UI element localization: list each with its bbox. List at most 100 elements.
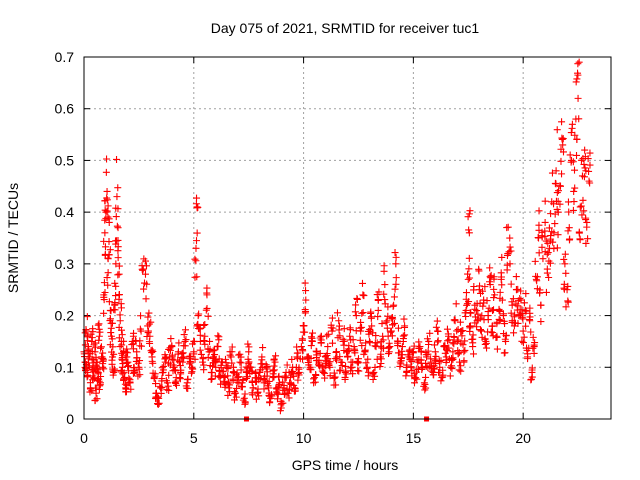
data-point bbox=[391, 285, 399, 293]
data-point bbox=[115, 262, 123, 270]
data-point bbox=[392, 280, 400, 288]
data-point bbox=[346, 324, 354, 332]
data-point bbox=[392, 260, 400, 268]
data-point bbox=[115, 334, 123, 342]
data-point bbox=[376, 363, 384, 371]
data-point bbox=[422, 373, 430, 381]
data-point bbox=[323, 332, 331, 340]
data-point bbox=[118, 331, 126, 339]
data-point bbox=[184, 375, 192, 383]
data-point bbox=[452, 300, 460, 308]
data-point bbox=[489, 307, 497, 315]
data-point bbox=[338, 359, 346, 367]
data-point bbox=[430, 341, 438, 349]
data-point bbox=[531, 257, 539, 265]
data-point bbox=[574, 69, 582, 77]
data-point bbox=[377, 338, 385, 346]
data-point bbox=[96, 328, 104, 336]
data-point bbox=[529, 344, 537, 352]
data-point bbox=[581, 164, 589, 172]
data-point bbox=[332, 381, 340, 389]
data-point bbox=[237, 366, 245, 374]
data-point bbox=[488, 322, 496, 330]
data-point bbox=[373, 339, 381, 347]
data-point bbox=[144, 313, 152, 321]
data-point bbox=[254, 385, 262, 393]
data-point bbox=[422, 384, 430, 392]
data-point bbox=[411, 374, 419, 382]
data-point bbox=[365, 337, 373, 345]
data-point bbox=[239, 376, 247, 384]
data-point bbox=[519, 315, 527, 323]
data-point bbox=[585, 167, 593, 175]
data-point bbox=[192, 257, 200, 265]
data-point bbox=[168, 342, 176, 350]
data-point bbox=[482, 339, 490, 347]
data-point bbox=[579, 196, 587, 204]
data-point bbox=[553, 205, 561, 213]
data-point bbox=[508, 298, 516, 306]
data-point bbox=[130, 366, 138, 374]
data-point bbox=[112, 213, 120, 221]
data-point bbox=[416, 343, 424, 351]
data-point bbox=[336, 367, 344, 375]
data-point bbox=[537, 318, 545, 326]
data-point bbox=[299, 322, 307, 330]
data-point bbox=[582, 216, 590, 224]
data-point bbox=[344, 352, 352, 360]
data-point bbox=[123, 345, 131, 353]
data-point bbox=[223, 363, 231, 371]
data-point bbox=[106, 246, 114, 254]
data-point bbox=[253, 389, 261, 397]
data-point bbox=[164, 382, 172, 390]
data-point bbox=[545, 224, 553, 232]
data-point bbox=[311, 378, 319, 386]
data-point bbox=[228, 359, 236, 367]
data-point bbox=[389, 321, 397, 329]
data-point bbox=[571, 166, 579, 174]
data-point bbox=[364, 372, 372, 380]
y-tick-label: 0.6 bbox=[55, 101, 75, 117]
data-point bbox=[209, 347, 217, 355]
data-point bbox=[305, 354, 313, 362]
data-point bbox=[342, 370, 350, 378]
data-point bbox=[432, 352, 440, 360]
data-point bbox=[516, 306, 524, 314]
data-point bbox=[575, 58, 583, 66]
data-point bbox=[329, 324, 337, 332]
data-point bbox=[172, 367, 180, 375]
data-point bbox=[97, 373, 105, 380]
data-point bbox=[450, 316, 458, 324]
data-point bbox=[326, 358, 334, 366]
data-point bbox=[387, 328, 395, 336]
data-point bbox=[293, 349, 301, 357]
data-point bbox=[362, 359, 370, 367]
data-point bbox=[144, 327, 152, 335]
data-point bbox=[136, 357, 144, 365]
data-point bbox=[578, 211, 586, 219]
data-point bbox=[584, 235, 592, 243]
data-point bbox=[291, 387, 299, 395]
data-point bbox=[564, 282, 572, 290]
y-tick-label: 0.3 bbox=[55, 256, 75, 272]
data-point bbox=[358, 342, 366, 350]
data-point bbox=[233, 369, 241, 377]
data-point bbox=[499, 310, 507, 318]
data-point bbox=[543, 250, 551, 258]
data-point bbox=[105, 238, 113, 246]
data-point bbox=[298, 336, 306, 344]
data-point bbox=[111, 279, 119, 287]
data-point bbox=[468, 335, 476, 343]
data-point bbox=[512, 273, 520, 281]
data-point bbox=[444, 337, 452, 345]
data-point bbox=[392, 253, 400, 261]
data-point bbox=[249, 384, 257, 392]
data-point bbox=[103, 207, 111, 215]
data-point bbox=[95, 377, 103, 385]
data-point bbox=[528, 366, 536, 374]
data-point bbox=[545, 274, 553, 282]
data-point bbox=[392, 274, 400, 282]
data-point bbox=[103, 155, 111, 163]
data-point bbox=[498, 296, 506, 304]
data-point bbox=[505, 248, 513, 256]
